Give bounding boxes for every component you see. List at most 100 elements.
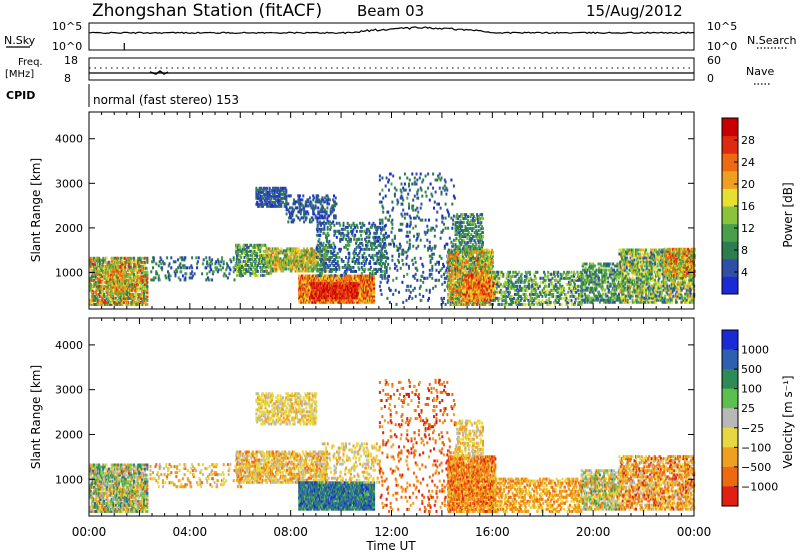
power-cell (315, 198, 318, 202)
power-cell (162, 260, 164, 264)
power-cell (325, 269, 328, 273)
power-cell (408, 184, 410, 188)
power-cell (139, 278, 142, 282)
power-cell (414, 224, 417, 228)
power-cell (111, 260, 114, 264)
power-cell (254, 257, 257, 261)
power-cell (340, 227, 343, 231)
power-cell (385, 176, 388, 180)
power-cell (260, 196, 263, 200)
power-cell (271, 202, 274, 206)
power-cell (334, 245, 337, 249)
power-cell (249, 271, 252, 275)
power-cell (414, 208, 417, 212)
nsky-label: N.Sky (4, 34, 36, 47)
power-cell (306, 210, 309, 214)
power-cell (335, 221, 338, 225)
power-cell (307, 296, 310, 300)
power-cell (289, 255, 292, 259)
power-cell (346, 261, 349, 265)
power-cell (89, 280, 91, 284)
power-cell (431, 266, 434, 270)
freq-tick-low: 8 (64, 72, 71, 85)
power-cell (361, 282, 364, 286)
power-cell (400, 228, 403, 232)
power-cell (303, 214, 306, 218)
power-cell (317, 282, 320, 286)
power-cell (211, 262, 214, 266)
power-cell (345, 269, 348, 273)
date-label: 15/Aug/2012 (586, 2, 683, 20)
power-cell (94, 276, 97, 280)
power-cell (338, 247, 341, 251)
power-cell (288, 210, 291, 214)
power-cell (346, 247, 349, 251)
power-cell (438, 202, 440, 206)
power-cell (330, 245, 333, 249)
power-cell (309, 257, 312, 261)
power-cell (267, 271, 270, 275)
power-cell (374, 261, 377, 265)
power-cell (109, 275, 112, 279)
power-cell (302, 253, 305, 257)
power-cell (280, 249, 283, 253)
power-cell (335, 300, 338, 304)
power-cell (434, 262, 437, 266)
power-cell (347, 241, 350, 245)
power-cell (404, 188, 407, 192)
power-cell (255, 188, 258, 192)
power-cell (272, 257, 275, 261)
power-cell (167, 274, 170, 278)
power-cell (447, 212, 450, 216)
power-cell (426, 276, 429, 280)
power-cell (191, 256, 194, 260)
power-cell (325, 221, 327, 225)
power-cell (257, 243, 260, 247)
power-cell (141, 298, 144, 302)
power-cell (144, 272, 147, 276)
power-cell (435, 268, 438, 272)
power-cell (401, 280, 404, 284)
power-cell (411, 182, 414, 186)
power-cell (304, 202, 307, 206)
power-cell (406, 196, 409, 200)
power-cell (103, 284, 106, 288)
power-cell (268, 261, 271, 265)
power-cell (341, 282, 344, 286)
power-cell (320, 273, 322, 277)
power-cell (325, 233, 327, 237)
power-cell (433, 228, 436, 232)
power-cell (360, 225, 363, 229)
power-cell (261, 257, 264, 261)
power-cell (406, 224, 409, 228)
power-cell (406, 176, 409, 180)
power-cell (222, 274, 225, 278)
power-cell (300, 257, 303, 261)
power-cell (237, 267, 240, 271)
power-cell (389, 172, 392, 176)
power-cell (349, 284, 352, 288)
power-cell (357, 259, 360, 263)
power-cell (320, 267, 323, 271)
power-cell (307, 249, 310, 253)
power-cell (377, 261, 380, 265)
power-cell (266, 192, 269, 196)
power-cell (105, 256, 108, 260)
power-cell (306, 257, 309, 261)
freq-unit: [MHz] (5, 69, 34, 80)
power-cell (112, 294, 115, 298)
power-cell (131, 294, 134, 298)
power-cell (367, 278, 370, 282)
power-cell (328, 220, 331, 224)
power-cell (333, 263, 336, 267)
power-cell (389, 288, 392, 292)
power-cell (398, 176, 401, 180)
power-cell (440, 256, 443, 260)
power-cell (284, 261, 287, 265)
power-cell (315, 263, 318, 267)
power-cell (408, 244, 411, 248)
power-cell (285, 208, 288, 212)
power-cell (251, 253, 253, 257)
power-cell (449, 300, 452, 304)
power-cell (101, 292, 104, 296)
